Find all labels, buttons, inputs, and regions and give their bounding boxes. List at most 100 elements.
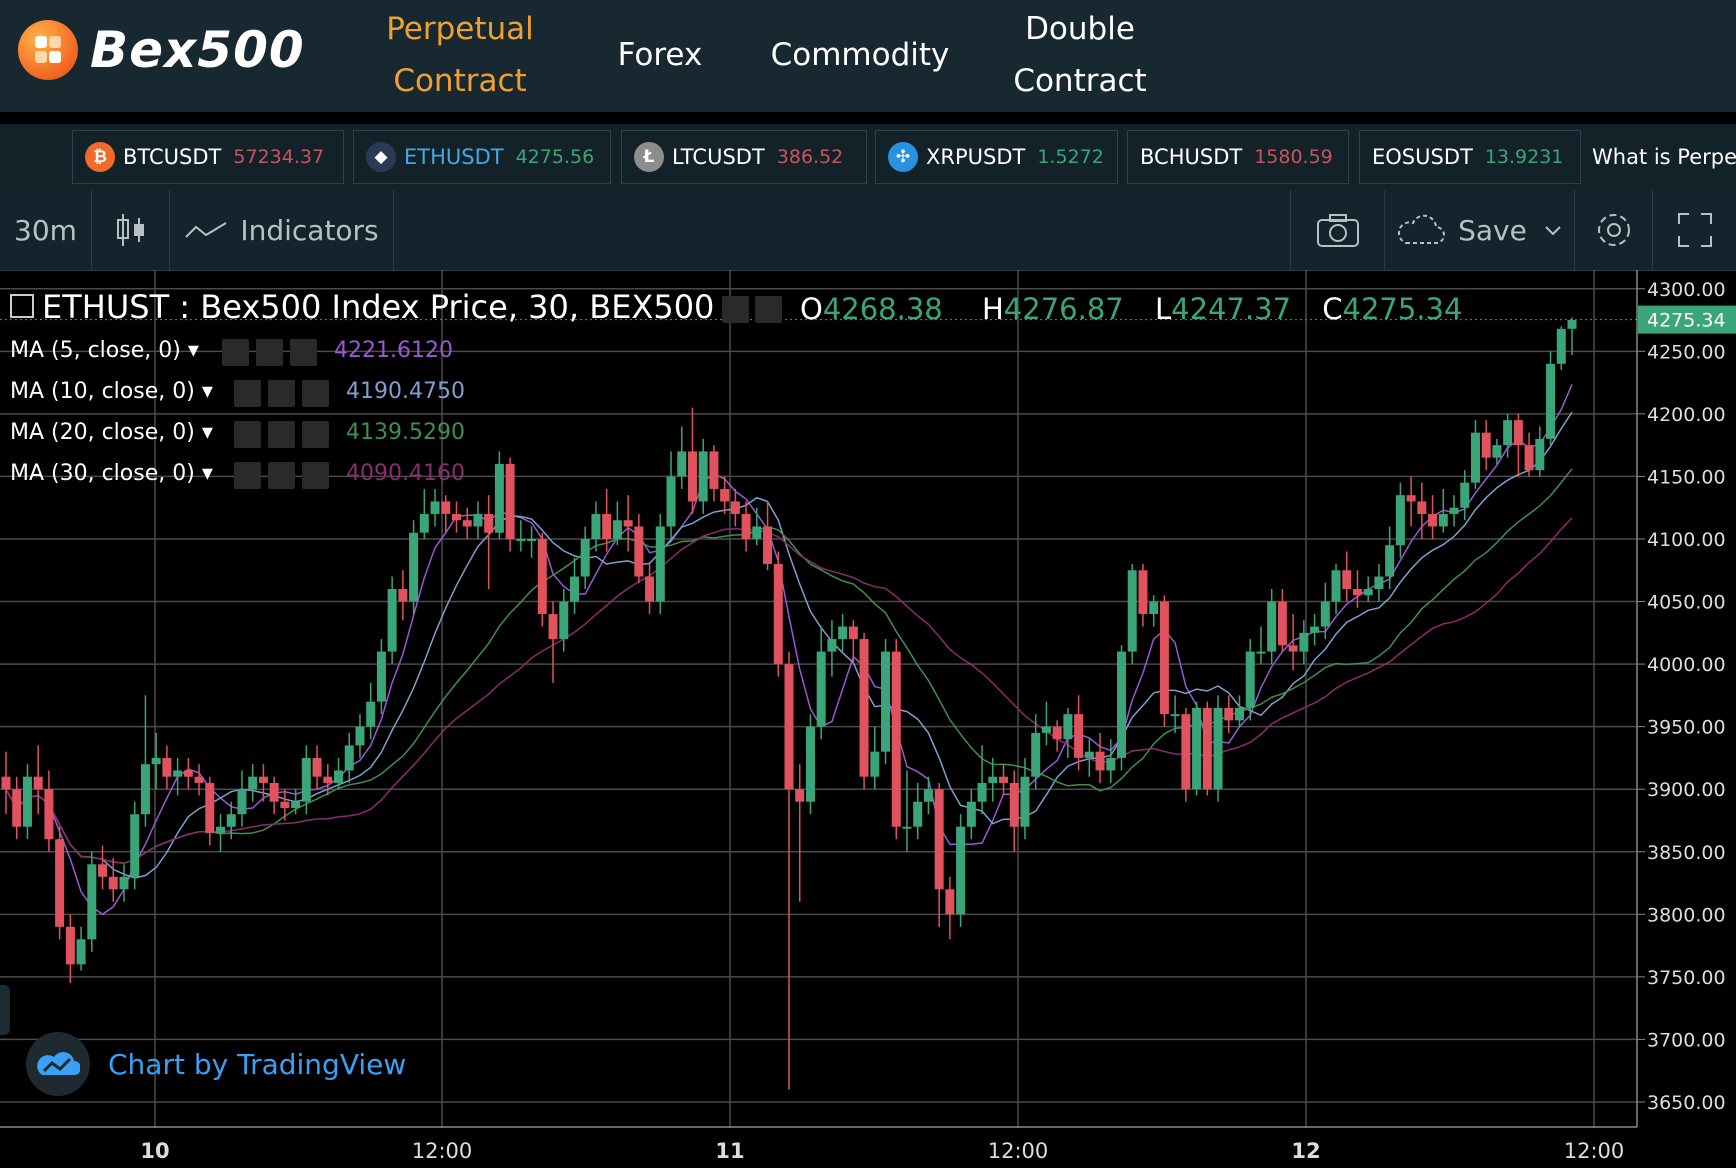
tradingview-attribution[interactable]: Chart by TradingView [26, 1032, 406, 1096]
eye-icon[interactable] [234, 421, 261, 448]
candle-body [119, 876, 129, 890]
price-axis-label: 4250.00 [1647, 341, 1726, 363]
ticker-marquee-text[interactable]: What is Perpe [1592, 145, 1736, 169]
candle-body [591, 513, 601, 539]
ethereum-icon: ◆ [366, 142, 396, 172]
bitcoin-icon: ₿ [85, 142, 115, 172]
candle-body [12, 789, 22, 827]
ticker-xrpusdt[interactable]: ✣ XRPUSDT 1.5272 [875, 130, 1118, 184]
eye-icon[interactable] [222, 339, 249, 366]
brand-logo[interactable]: Bex500 [18, 20, 305, 80]
price-axis-label: 3750.00 [1647, 967, 1726, 989]
candle-body [484, 513, 494, 533]
candle-body [1224, 707, 1234, 721]
nav-commodity[interactable]: Commodity [770, 37, 950, 73]
candle-body [913, 801, 923, 827]
candle-body [151, 757, 161, 765]
ticker-ethusdt[interactable]: ◆ ETHUSDT 4275.56 [353, 130, 611, 184]
candle-body [162, 757, 172, 777]
snapshot-button[interactable] [1290, 190, 1384, 270]
candle-body [548, 614, 558, 640]
close-value: 4275.34 [1342, 292, 1463, 326]
series-legend-title[interactable]: ETHUST : Bex500 Index Price, 30, BEX500▾ [10, 288, 732, 326]
candle-body [580, 538, 590, 577]
close-icon[interactable] [302, 421, 329, 448]
last-price-label: 4275.34 [1647, 310, 1726, 332]
fullscreen-button[interactable] [1652, 190, 1736, 270]
chart-type-button[interactable] [92, 190, 170, 270]
ma-legend-value: 4139.5290 [346, 420, 465, 445]
candle-body [870, 751, 880, 777]
indicators-button[interactable]: Indicators [170, 190, 394, 270]
ma-legend-item[interactable]: MA (10, close, 0) ▾ [10, 379, 213, 404]
candle-body [451, 513, 461, 521]
candle-body [376, 651, 386, 702]
ma-legend-item[interactable]: MA (20, close, 0) ▾ [10, 420, 213, 445]
camera-icon [1316, 214, 1359, 247]
eye-icon[interactable] [234, 380, 261, 407]
low-value: 4247.37 [1171, 292, 1292, 326]
candle-body [1310, 626, 1320, 633]
close-icon[interactable] [302, 380, 329, 407]
ma-legend-value: 4090.4160 [346, 461, 465, 486]
gear-icon[interactable] [268, 421, 295, 448]
candle-body [752, 526, 762, 539]
litecoin-icon: Ł [634, 142, 664, 172]
moving-average-line [5, 468, 1573, 864]
save-button[interactable]: Save [1384, 190, 1574, 270]
nav-perpetual-contract[interactable]: Perpetual Contract [386, 11, 534, 99]
candle-body [1406, 495, 1416, 502]
close-icon[interactable] [290, 339, 317, 366]
eye-icon[interactable] [234, 462, 261, 489]
candle-body [226, 814, 236, 827]
candle-body [666, 476, 676, 527]
ma-legend-item[interactable]: MA (5, close, 0) ▾ [10, 338, 199, 363]
series-title: ETHUST : Bex500 Index Price, 30, BEX500 [42, 288, 715, 326]
time-axis-bg [0, 1128, 1736, 1168]
nav-double-contract[interactable]: Double Contract [1013, 11, 1147, 99]
chart-grid [0, 270, 1637, 1135]
eye-icon[interactable] [722, 296, 749, 323]
close-icon[interactable] [302, 462, 329, 489]
ma-legend-item[interactable]: MA (30, close, 0) ▾ [10, 461, 213, 486]
gear-icon[interactable] [268, 462, 295, 489]
side-panel-toggle[interactable] [0, 985, 10, 1035]
candle-body [784, 664, 794, 790]
collapse-legend-icon[interactable] [10, 294, 34, 318]
chart-axes: 4300.00 4250.00 4200.00 4150.00 4100.00 4050.… [0, 270, 1736, 1168]
price-chart[interactable]: 4300.00 4250.00 4200.00 4150.00 4100.00 4050.… [0, 270, 1736, 1168]
gear-icon[interactable] [755, 296, 782, 323]
candle-body [44, 789, 54, 840]
candle-body [988, 776, 998, 783]
candle-body [623, 520, 633, 527]
candle-body [473, 513, 483, 527]
candle-body [216, 826, 226, 833]
candle-body [977, 782, 987, 802]
nav-forex[interactable]: Forex [617, 37, 703, 73]
ticker-ltcusdt[interactable]: Ł LTCUSDT 386.52 [621, 130, 867, 184]
price-axis-label: 4100.00 [1647, 529, 1726, 551]
candle-body [1009, 782, 1019, 827]
time-axis-label: 12 [1291, 1139, 1320, 1163]
top-navigation: Bex500 Perpetual Contract Forex Commodity… [0, 0, 1736, 112]
settings-button[interactable] [1574, 190, 1652, 270]
candle-body [516, 538, 526, 541]
candle-body [730, 501, 740, 514]
candle-body [1277, 601, 1287, 646]
candle-body [291, 801, 301, 808]
interval-button[interactable]: 30m [0, 190, 92, 270]
ticker-btcusdt[interactable]: ₿ BTCUSDT 57234.37 [72, 130, 344, 184]
chart-toolbar: 30m Indicators Save [0, 190, 1736, 271]
gear-icon[interactable] [268, 380, 295, 407]
candle-body [1535, 438, 1545, 471]
price-axis-label: 4150.00 [1647, 466, 1726, 488]
candle-body [130, 814, 140, 877]
ticker-eosusdt[interactable]: EOSUSDT 13.9231 [1359, 130, 1581, 184]
gear-icon[interactable] [256, 339, 283, 366]
ticker-bchusdt[interactable]: BCHUSDT 1580.59 [1127, 130, 1349, 184]
candle-body [934, 789, 944, 890]
candlestick-series [1, 317, 1577, 1090]
candle-body [634, 526, 644, 577]
candle-body [344, 745, 354, 771]
candle-body [1417, 501, 1427, 514]
